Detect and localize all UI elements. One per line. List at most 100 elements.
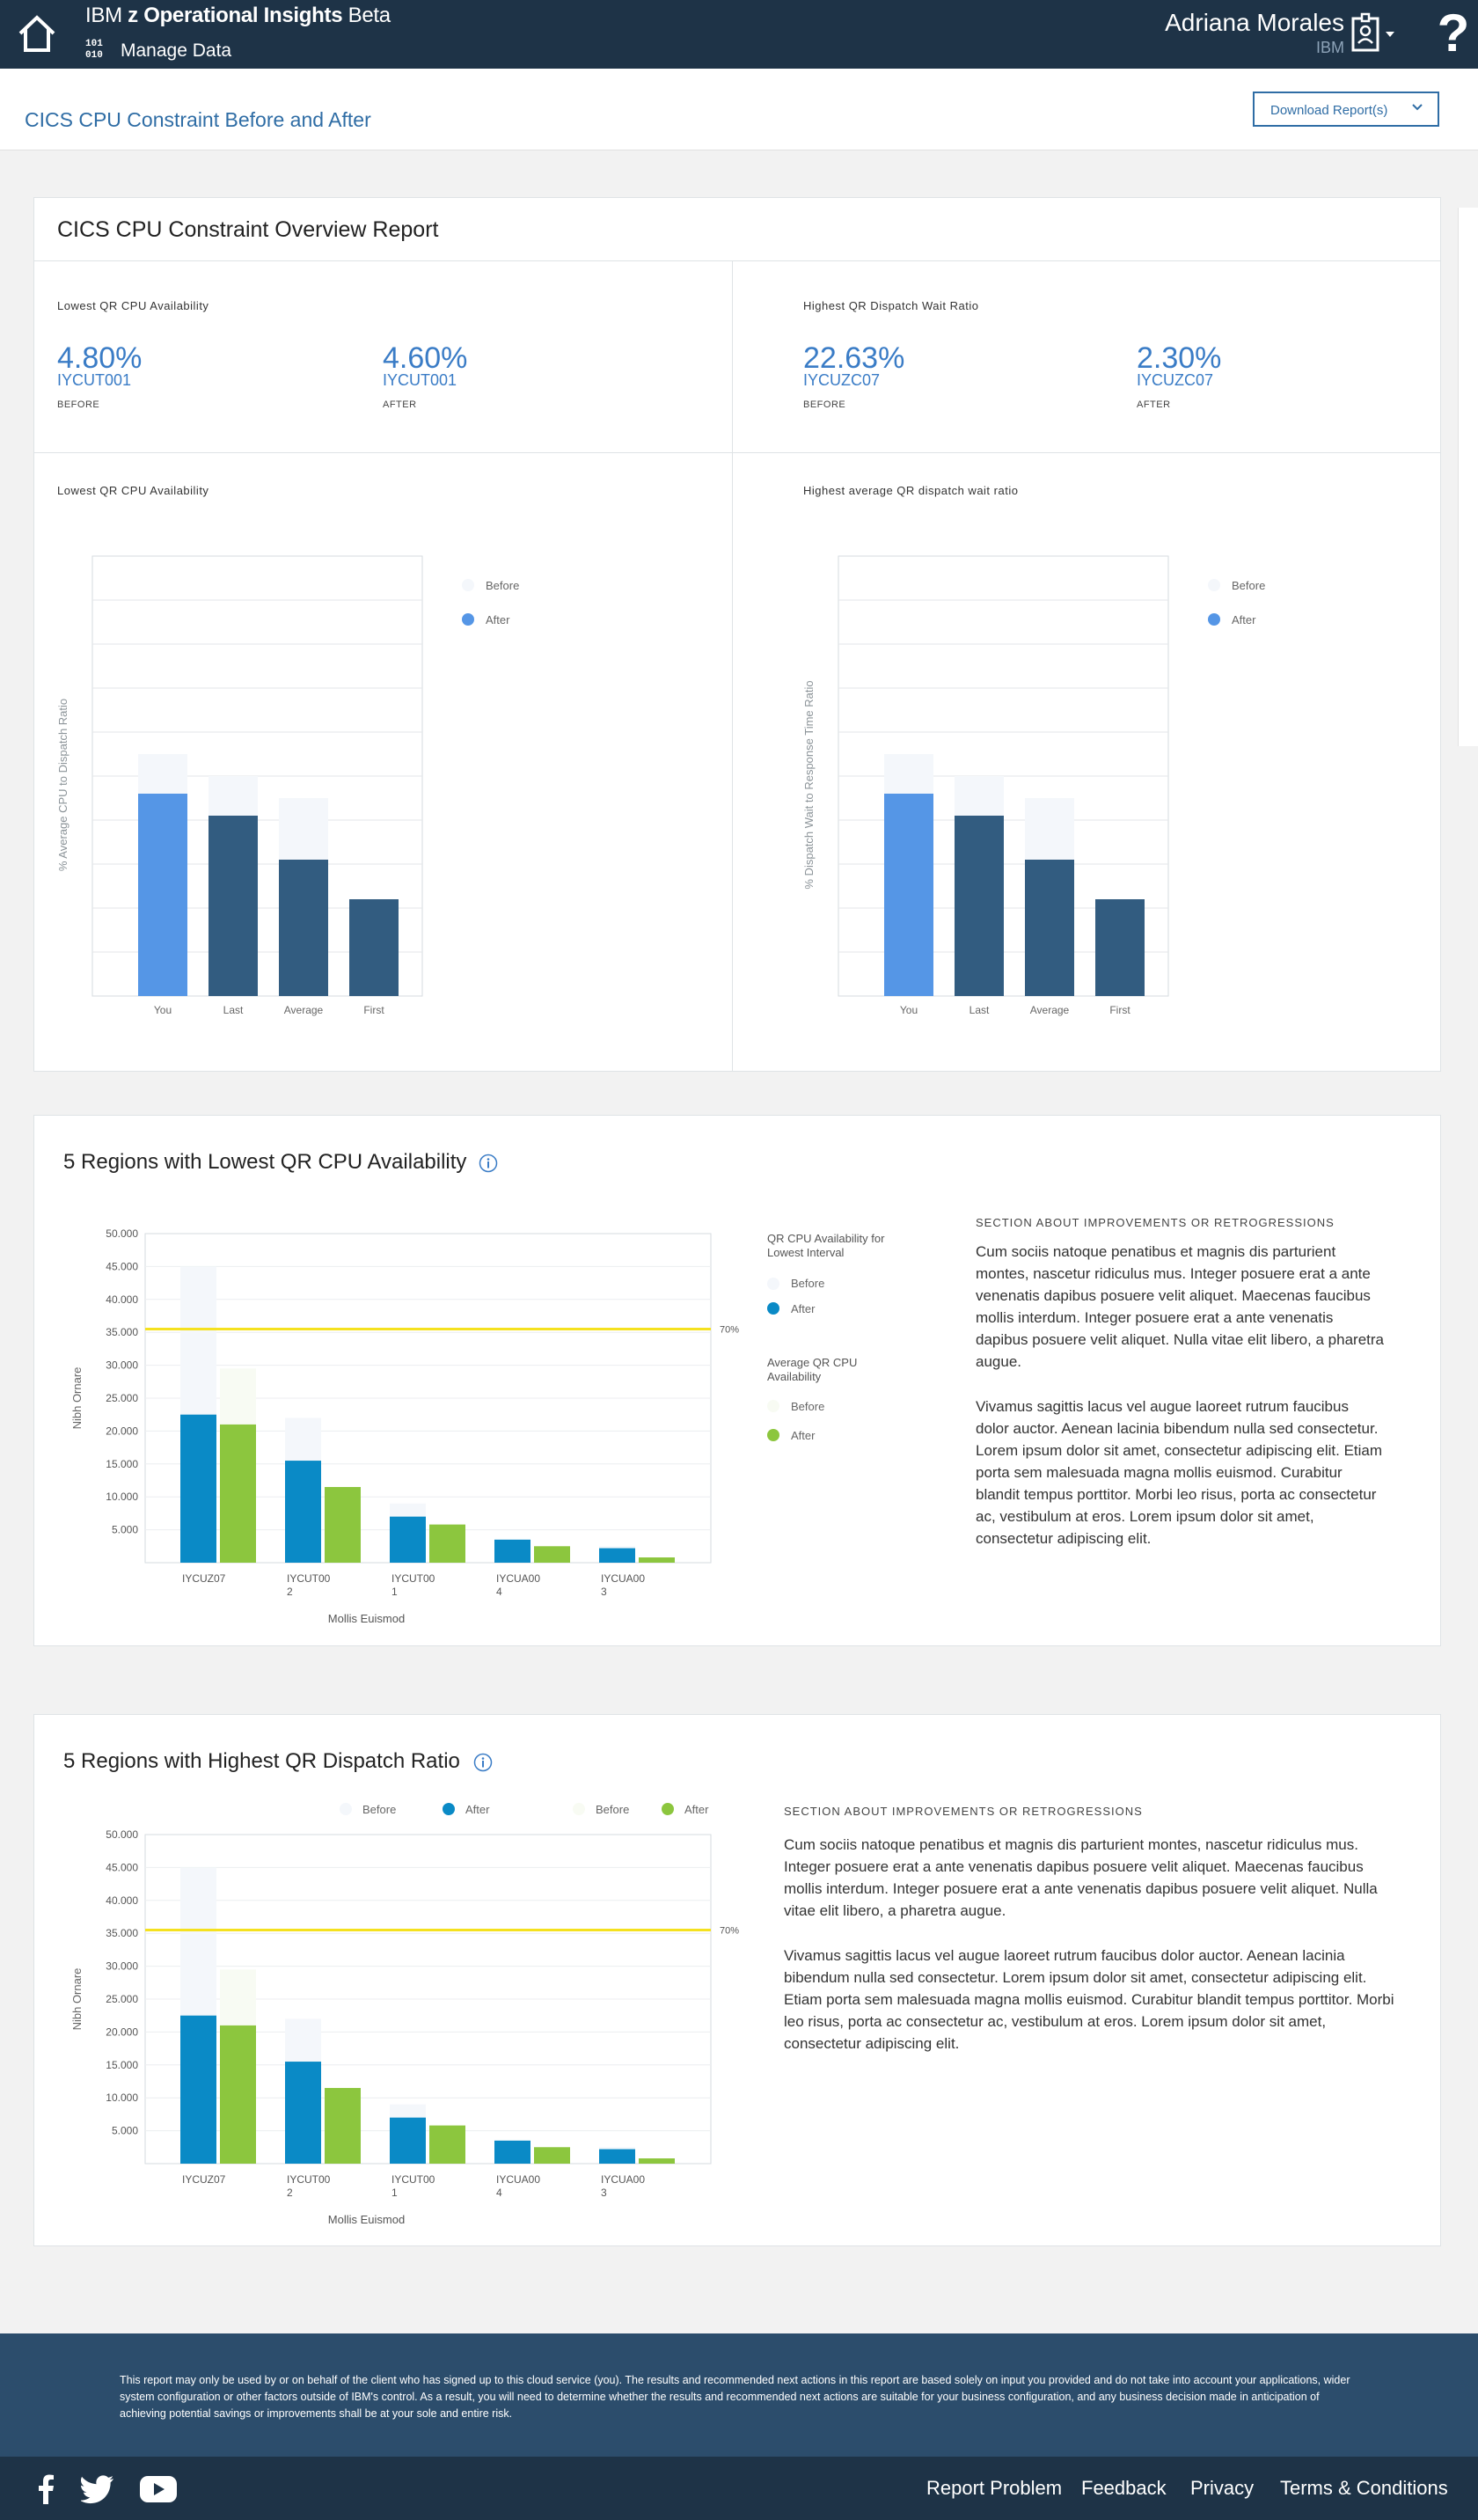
y-tick-label: 20.000 — [106, 1425, 138, 1437]
threshold-label: 70% — [720, 1324, 739, 1335]
chevron-down-icon — [1412, 104, 1423, 111]
region-bar — [390, 2117, 426, 2164]
y-tick-label: 40.000 — [106, 1293, 138, 1306]
top-navigation-bar: IBM z Operational Insights Beta 101 010 M… — [0, 0, 1478, 69]
legend-group-title: Lowest Interval — [767, 1246, 845, 1259]
region-bar — [180, 2015, 216, 2164]
y-axis-label: % Average CPU to Dispatch Ratio — [56, 699, 70, 871]
after-bar — [1095, 899, 1145, 996]
facebook-icon[interactable] — [37, 2474, 55, 2504]
x-tick-label: IYCUZ07 — [182, 1572, 226, 1585]
y-tick-label: 10.000 — [106, 1491, 138, 1503]
legend-swatch — [662, 1803, 674, 1815]
region-bar — [494, 1539, 530, 1563]
x-tick-label: IYCUT00 — [287, 2173, 331, 2186]
region-bar — [639, 1557, 675, 1563]
divider — [33, 260, 1441, 261]
legend-label: After — [791, 1302, 816, 1315]
feedback-link[interactable]: Feedback — [1081, 2477, 1167, 2499]
x-tick-label: IYCUA00 — [496, 2173, 540, 2186]
y-tick-label: 30.000 — [106, 1960, 138, 1973]
region-bar — [285, 1461, 321, 1563]
region-bar — [599, 2149, 635, 2164]
threshold-label: 70% — [720, 1925, 739, 1936]
kpi-before-id: IYCUT001 — [57, 371, 132, 389]
region-bar — [429, 1524, 465, 1563]
chart-label-lowest-cpu: Lowest QR CPU Availability — [57, 484, 209, 497]
legend-label: Before — [1232, 579, 1265, 592]
y-tick-label: 35.000 — [106, 1927, 138, 1939]
region-bar — [285, 2062, 321, 2164]
user-name[interactable]: Adriana Morales — [1165, 9, 1344, 36]
after-bar — [138, 794, 187, 996]
download-reports-label: Download Report(s) — [1270, 103, 1388, 118]
region-bar — [325, 2087, 361, 2164]
legend-label: Before — [791, 1277, 824, 1290]
region-bar — [325, 1486, 361, 1563]
x-axis-label: Mollis Euismod — [328, 2213, 405, 2226]
overview-report-title: CICS CPU Constraint Overview Report — [57, 217, 439, 242]
user-badge-menu[interactable] — [1349, 12, 1410, 56]
x-tick-label: First — [1109, 1004, 1130, 1016]
after-bar — [209, 816, 258, 996]
legend-label: Before — [596, 1803, 629, 1816]
kpi-label-dispatch-wait: Highest QR Dispatch Wait Ratio — [803, 299, 979, 312]
x-axis-label: Mollis Euismod — [328, 1612, 405, 1625]
region-bar — [429, 2125, 465, 2164]
kpi-after-value: 2.30% — [1137, 341, 1222, 375]
legend-label: Before — [362, 1803, 396, 1816]
x-tick-label: IYCUA00 — [601, 2173, 645, 2186]
footer — [0, 2457, 1478, 2520]
info-icon[interactable] — [473, 1753, 493, 1772]
section-paragraph: Vivamus sagittis lacus vel augue laoreet… — [784, 1947, 1394, 2052]
y-tick-label: 40.000 — [106, 1894, 138, 1907]
info-icon[interactable] — [479, 1154, 498, 1173]
y-tick-label: 15.000 — [106, 2059, 138, 2071]
y-axis-label: Nibh Ornare — [70, 1367, 84, 1430]
kpi-before-caption: BEFORE — [803, 399, 846, 410]
y-tick-label: 45.000 — [106, 1260, 138, 1272]
x-tick-label: Average — [284, 1004, 324, 1016]
twitter-icon[interactable] — [79, 2474, 114, 2504]
y-tick-label: 50.000 — [106, 1227, 138, 1240]
region-bar — [180, 1414, 216, 1563]
youtube-icon[interactable] — [139, 2474, 178, 2504]
download-reports-button[interactable]: Download Report(s) — [1253, 92, 1439, 127]
privacy-link[interactable]: Privacy — [1190, 2477, 1255, 2499]
after-bar — [884, 794, 933, 996]
y-tick-label: 50.000 — [106, 1828, 138, 1841]
after-bar — [279, 860, 328, 996]
section-paragraph: Vivamus sagittis lacus vel augue laoreet… — [976, 1398, 1383, 1547]
x-tick-label: 4 — [496, 2187, 502, 2199]
dispatch-wait-bar-chart: % Dispatch Wait to Response Time Ratio Yo… — [802, 555, 1265, 1016]
after-bar — [955, 816, 1004, 996]
legend-group-title: Average QR CPU — [767, 1356, 857, 1369]
y-tick-label: 5.000 — [112, 2125, 138, 2137]
y-tick-label: 5.000 — [112, 1524, 138, 1536]
x-tick-label: IYCUT00 — [287, 1572, 331, 1585]
x-tick-label: IYCUA00 — [601, 1572, 645, 1585]
section-name: Manage Data — [121, 40, 232, 61]
x-tick-label: IYCUA00 — [496, 1572, 540, 1585]
terms-conditions-link[interactable]: Terms & Conditions — [1280, 2477, 1448, 2499]
home-icon[interactable] — [16, 12, 58, 55]
x-tick-label: You — [900, 1004, 918, 1016]
x-tick-label: 3 — [601, 1586, 607, 1598]
x-tick-label: IYCUZ07 — [182, 2173, 226, 2186]
y-tick-label: 20.000 — [106, 2026, 138, 2038]
legend-swatch — [767, 1302, 779, 1315]
x-tick-label: IYCUT00 — [391, 1572, 435, 1585]
region-bar — [494, 2140, 530, 2164]
user-organization: IBM — [1315, 39, 1344, 56]
kpi-after-value: 4.60% — [383, 341, 468, 375]
help-icon[interactable]: ? — [1437, 4, 1470, 62]
regions-highest-bar-chart: 50.00045.00040.00035.00030.00025.00020.0… — [70, 1803, 739, 2226]
disclaimer-bar — [0, 2333, 1478, 2457]
region-bar — [220, 1424, 256, 1563]
x-tick-label: First — [363, 1004, 384, 1016]
kpi-after-caption: AFTER — [1137, 399, 1171, 410]
y-axis-label: % Dispatch Wait to Response Time Ratio — [802, 680, 816, 889]
report-problem-link[interactable]: Report Problem — [926, 2477, 1063, 2499]
legend-label: After — [684, 1803, 709, 1816]
kpi-before-value: 22.63% — [803, 341, 905, 375]
